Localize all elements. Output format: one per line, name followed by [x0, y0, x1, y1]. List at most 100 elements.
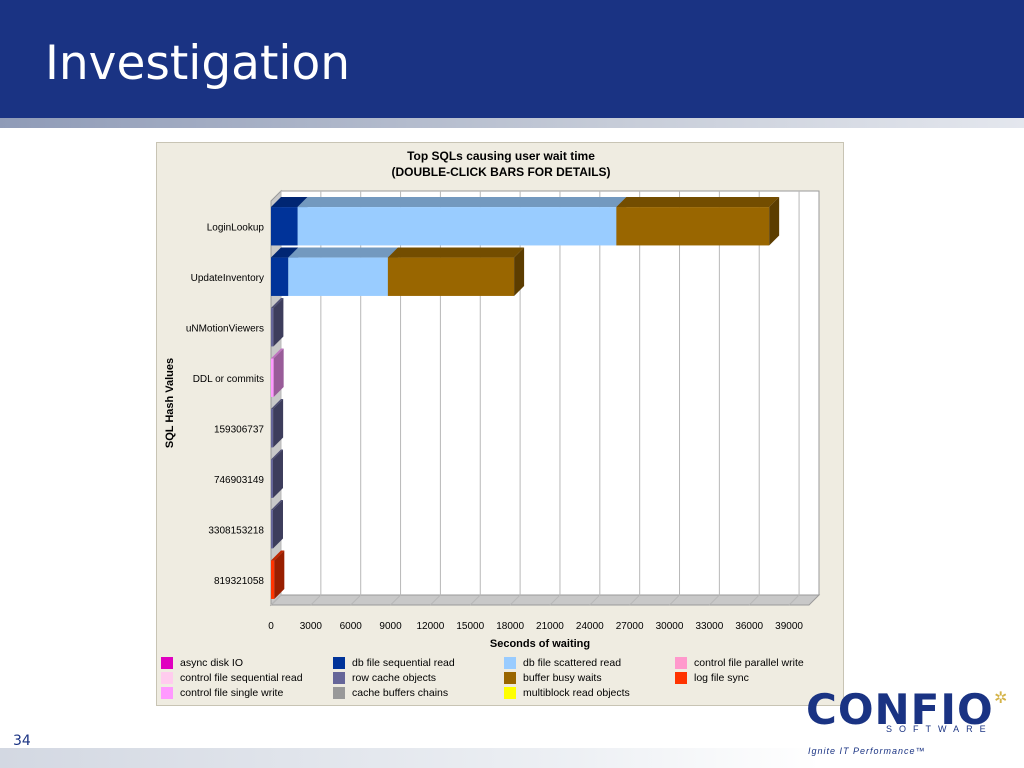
- legend-swatch: [675, 672, 687, 685]
- legend-swatch: [333, 657, 345, 670]
- x-tick-label: 27000: [616, 621, 644, 632]
- legend-label: async disk IO: [180, 657, 244, 670]
- bar-segment: [297, 207, 617, 246]
- bar-segment: [616, 207, 770, 246]
- bar-side: [273, 348, 284, 397]
- x-floor-gridline: [589, 594, 601, 606]
- chart-title: Top SQLs causing user wait time: [407, 149, 595, 163]
- x-tick-label: 12000: [417, 621, 445, 632]
- legend-label: multiblock read objects: [523, 687, 630, 700]
- x-floor-gridline: [788, 594, 800, 606]
- legend-swatch: [504, 672, 516, 685]
- legend-label: cache buffers chains: [352, 687, 449, 700]
- legend-label: row cache objects: [352, 672, 437, 685]
- x-tick-label: 33000: [695, 621, 723, 632]
- legend-label: log file sync: [694, 672, 749, 685]
- bar-top: [271, 348, 284, 359]
- legend-item: async disk IO: [161, 657, 243, 671]
- x-tick-label: 0: [268, 621, 274, 632]
- legend-swatch: [675, 657, 687, 670]
- legend-item: control file parallel write: [675, 657, 804, 671]
- y-tick-label: DDL or commits: [193, 374, 264, 385]
- bar-top: [288, 247, 398, 258]
- slide-title: Investigation: [45, 36, 351, 91]
- legend-label: db file sequential read: [352, 657, 455, 670]
- x-floor-gridline: [310, 594, 322, 606]
- chart-panel: Top SQLs causing user wait time (DOUBLE-…: [156, 142, 844, 706]
- x-tick-label: 3000: [300, 621, 323, 632]
- x-floor-gridline: [509, 594, 521, 606]
- x-floor-gridline: [549, 594, 561, 606]
- legend-item: control file sequential read: [161, 672, 303, 686]
- legend-swatch: [161, 672, 173, 685]
- x-floor-gridline: [748, 594, 760, 606]
- slide-header: Investigation: [0, 0, 1024, 118]
- bar-top: [271, 449, 283, 460]
- legend-item: control file single write: [161, 687, 283, 701]
- legend-swatch: [161, 687, 173, 700]
- bar-side: [769, 197, 780, 246]
- bar-top: [387, 247, 525, 258]
- legend-label: control file parallel write: [694, 657, 804, 670]
- legend-label: buffer busy waits: [523, 672, 602, 685]
- bar-side: [272, 449, 283, 498]
- y-tick-label: UpdateInventory: [191, 273, 264, 284]
- y-tick-label: 3308153218: [208, 525, 264, 536]
- legend-label: db file scattered read: [523, 657, 622, 670]
- header-rule: [0, 118, 1024, 128]
- legend-label: control file sequential read: [180, 672, 303, 685]
- legend-item: db file sequential read: [333, 657, 455, 671]
- bar-segment: [271, 510, 273, 549]
- bar-side: [272, 500, 283, 549]
- legend-item: log file sync: [675, 672, 749, 686]
- page-number: 34: [13, 733, 31, 749]
- logo-wordmark: CONFIO: [806, 685, 994, 734]
- y-tick-label: 159306737: [214, 424, 264, 435]
- legend-swatch: [333, 687, 345, 700]
- bar-side: [514, 247, 525, 296]
- x-floor-gridline: [669, 594, 680, 606]
- x-tick-label: 30000: [656, 621, 684, 632]
- x-tick-label: 36000: [735, 621, 763, 632]
- legend-item: buffer busy waits: [504, 672, 602, 686]
- y-tick-label: 746903149: [214, 475, 264, 486]
- x-tick-label: 9000: [379, 621, 402, 632]
- legend-swatch: [504, 687, 516, 700]
- legend-item: row cache objects: [333, 672, 436, 686]
- bar-top: [271, 197, 308, 208]
- x-floor-gridline: [629, 594, 641, 606]
- legend-swatch: [161, 657, 173, 670]
- legend-item: cache buffers chains: [333, 687, 448, 701]
- x-tick-label: 21000: [536, 621, 564, 632]
- bar-top: [616, 197, 780, 208]
- x-axis-title: Seconds of waiting: [490, 638, 590, 650]
- bar-top: [271, 550, 285, 561]
- bar-side: [273, 298, 284, 347]
- x-tick-label: 18000: [496, 621, 524, 632]
- bar-top: [271, 500, 283, 511]
- logo-tagline: Ignite IT Performance™: [808, 746, 926, 756]
- bar-segment: [271, 257, 289, 296]
- x-tick-label: 15000: [456, 621, 484, 632]
- bar-side: [274, 550, 285, 599]
- bar-side: [273, 399, 284, 448]
- plot-floor: [269, 594, 821, 606]
- bar-segment: [271, 207, 298, 246]
- bar-segment: [271, 459, 273, 498]
- y-axis-title: SQL Hash Values: [164, 358, 176, 448]
- chart-plot: 0 3000 6000 9000 12000 15000 18000 21000 24000 27…: [164, 189, 821, 650]
- logo-star-icon: ✲: [994, 690, 1008, 707]
- x-tick-label: 24000: [576, 621, 604, 632]
- x-floor-gridline: [350, 594, 362, 606]
- chart-subtitle: (DOUBLE-CLICK BARS FOR DETAILS): [391, 165, 611, 179]
- bar-segment: [271, 358, 274, 397]
- bar-top: [297, 197, 627, 208]
- x-floor-gridline: [709, 594, 720, 606]
- x-floor-gridline: [390, 594, 401, 606]
- y-tick-label: 819321058: [214, 576, 264, 587]
- bar-segment: [288, 257, 388, 296]
- legend-swatch: [504, 657, 516, 670]
- legend-swatch: [333, 672, 345, 685]
- confio-logo: CONFIO ✲ SOFTWARE Ignite IT Performance™: [806, 688, 1016, 758]
- bar-top: [271, 247, 299, 258]
